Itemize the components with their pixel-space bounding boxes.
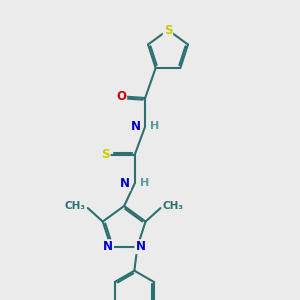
Text: N: N (120, 177, 130, 190)
Text: N: N (103, 240, 113, 253)
Text: N: N (135, 240, 146, 253)
Text: H: H (150, 122, 159, 131)
Text: S: S (101, 148, 110, 161)
Text: S: S (164, 23, 172, 37)
Text: CH₃: CH₃ (64, 201, 86, 211)
Text: N: N (130, 120, 141, 133)
Text: CH₃: CH₃ (163, 201, 184, 211)
Text: O: O (116, 90, 126, 103)
Text: H: H (140, 178, 149, 188)
